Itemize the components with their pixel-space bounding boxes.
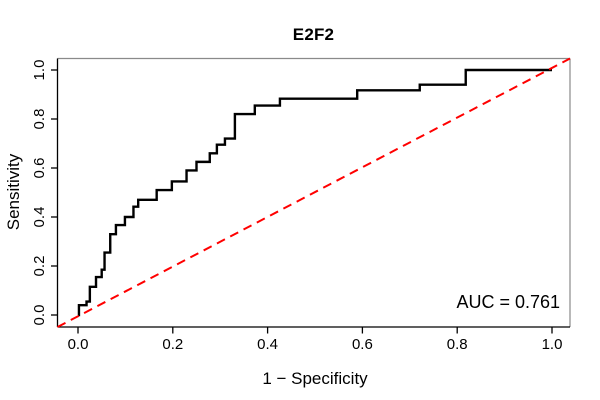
y-tick-label: 0.4 <box>31 207 48 228</box>
x-tick-label: 0.8 <box>447 336 468 353</box>
y-tick-label: 1.0 <box>31 60 48 81</box>
x-axis-label: 1 − Specificity <box>262 369 368 388</box>
x-tick-label: 0.2 <box>162 336 183 353</box>
x-tick-label: 1.0 <box>542 336 563 353</box>
auc-annotation: AUC = 0.761 <box>456 292 560 312</box>
x-tick-label: 0.4 <box>257 336 278 353</box>
y-tick-label: 0.2 <box>31 256 48 277</box>
y-tick-label: 0.0 <box>31 305 48 326</box>
y-tick-label: 0.6 <box>31 158 48 179</box>
roc-curve-line <box>77 68 552 317</box>
y-axis-label: Sensitivity <box>4 153 23 231</box>
x-tick-label: 0.0 <box>68 336 89 353</box>
reference-diagonal-line <box>57 57 571 328</box>
x-tick-label: 0.6 <box>352 336 373 353</box>
y-tick-label: 0.8 <box>31 109 48 130</box>
chart-title: E2F2 <box>292 25 335 44</box>
